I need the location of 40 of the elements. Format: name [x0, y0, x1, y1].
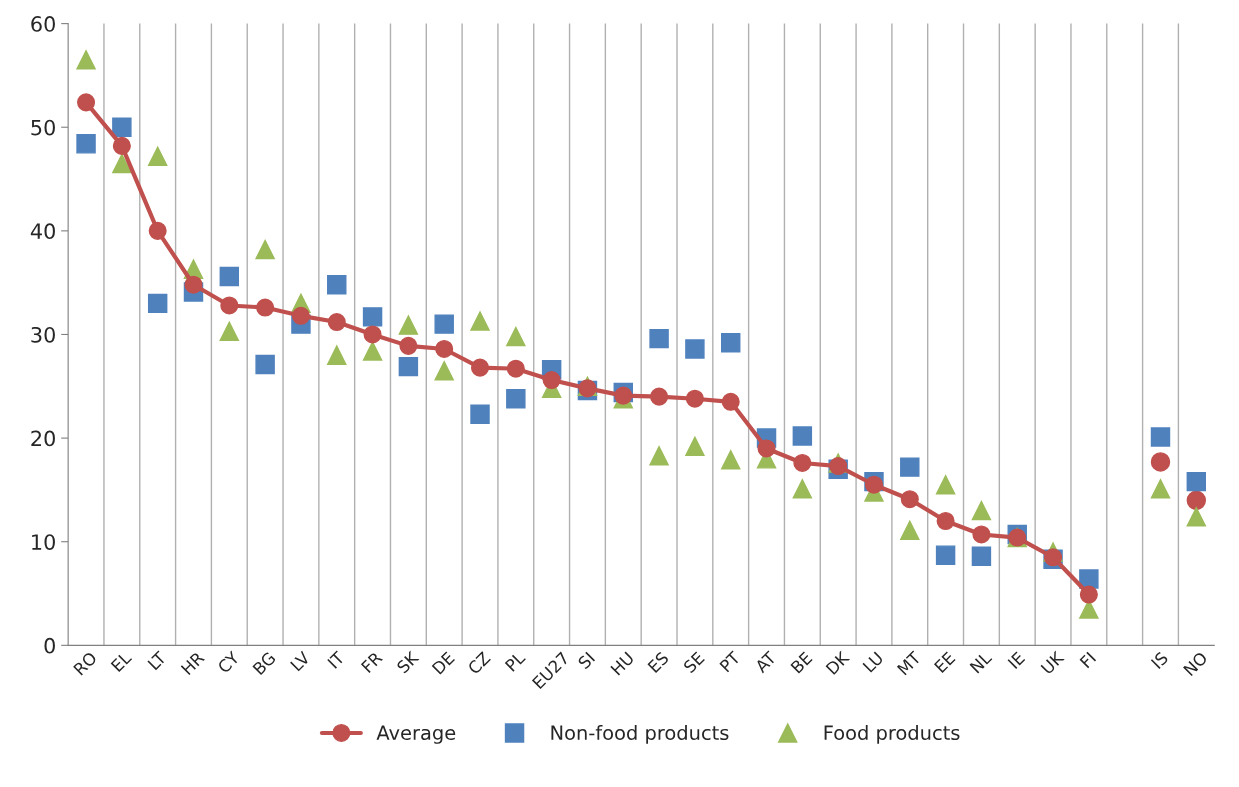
x-tick-label: IE	[1007, 651, 1026, 669]
x-tick-label: EL	[110, 650, 133, 673]
x-tick-label: PT	[719, 650, 742, 673]
y-tick-label: 0	[44, 637, 55, 654]
x-tick-label: NO	[1182, 651, 1209, 677]
x-tick-label: CY	[216, 650, 241, 674]
x-tick-label: BG	[252, 651, 277, 676]
y-tick-label: 10	[32, 534, 55, 550]
y-tick-label: 60	[31, 16, 55, 32]
x-tick-label: IT	[327, 650, 346, 669]
y-tick-label: 30	[31, 326, 55, 343]
x-tick-label: MT	[896, 650, 922, 676]
x-tick-label: LU	[862, 651, 884, 673]
legend-label: Non-food products	[551, 725, 729, 744]
x-tick-label: FI	[1079, 651, 1097, 669]
y-tick-label: 40	[30, 223, 55, 240]
x-tick-label: HR	[180, 650, 205, 676]
x-tick-label: EE	[933, 651, 956, 673]
x-tick-label: AT	[754, 650, 777, 674]
x-tick-label: NL	[969, 650, 993, 674]
x-tick-label: LT	[147, 650, 168, 671]
x-tick-label: SK	[396, 650, 420, 674]
y-tick-label: 20	[31, 430, 55, 447]
x-tick-label: SI	[577, 651, 596, 670]
x-tick-label: DK	[825, 650, 851, 675]
x-tick-label: LV	[290, 650, 311, 672]
x-tick-label: CZ	[467, 650, 492, 675]
y-tick-label: 50	[31, 119, 55, 136]
x-tick-label: ES	[647, 651, 670, 674]
x-tick-label: UK	[1040, 650, 1065, 675]
x-tick-label: RO	[72, 651, 98, 676]
x-tick-label: PL	[504, 650, 526, 672]
x-tick-label: BE	[790, 651, 813, 674]
x-tick-label: IS	[1150, 651, 1169, 670]
x-tick-label: FR	[360, 650, 383, 673]
legend-label: Average	[376, 725, 456, 744]
x-tick-label: SE	[682, 651, 706, 674]
legend-label: Food products	[824, 725, 960, 744]
x-tick-label: DE	[431, 651, 455, 675]
x-tick-label: HU	[610, 651, 635, 676]
